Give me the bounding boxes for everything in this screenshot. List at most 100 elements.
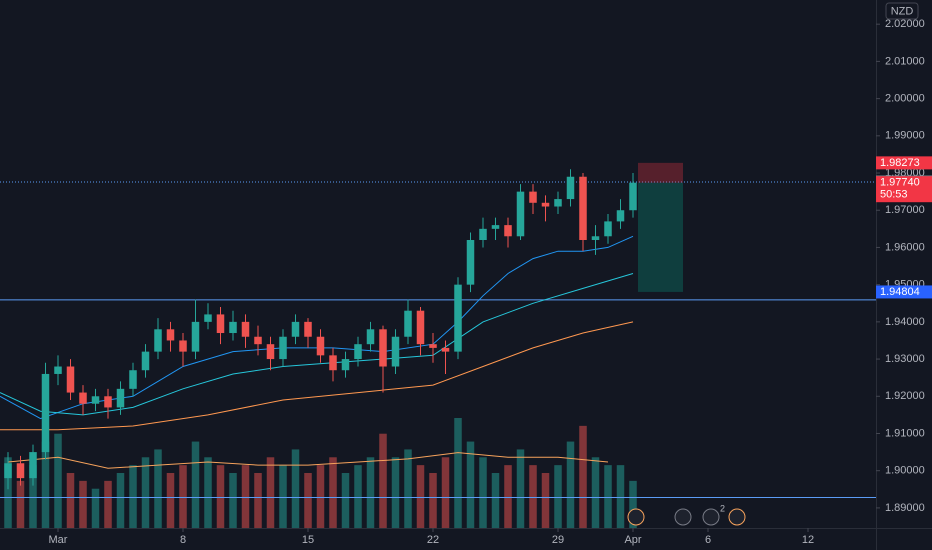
event-count: 2 <box>720 503 725 513</box>
price-label-box <box>876 156 932 170</box>
candle-body <box>454 284 462 352</box>
volume-bar <box>16 480 25 528</box>
y-tick-label: 2.02000 <box>885 18 925 30</box>
volume-bar <box>429 473 437 528</box>
y-tick-label: 1.92000 <box>885 390 925 402</box>
volume-bar <box>591 457 600 528</box>
candle-body <box>491 225 500 229</box>
volume-bar <box>91 488 100 528</box>
volume-bar <box>391 457 400 528</box>
volume-bar <box>204 457 212 528</box>
candle-body <box>329 355 337 371</box>
candle-body <box>554 199 562 207</box>
candle-body <box>304 321 312 337</box>
x-tick-label: Mar <box>49 534 68 546</box>
volume-bar <box>479 457 487 528</box>
candle-body <box>154 329 162 352</box>
moving-average <box>0 321 634 431</box>
volume-bar <box>516 449 525 528</box>
volume-bar <box>329 457 337 528</box>
candle-body <box>441 347 450 352</box>
volume-bar <box>316 465 325 528</box>
volume-bar <box>466 441 475 528</box>
volume-bar <box>291 449 300 528</box>
candle-body <box>391 336 400 367</box>
candle-body <box>241 321 250 337</box>
x-tick-label: 29 <box>552 534 564 546</box>
candle-body <box>129 370 137 389</box>
candle-body <box>566 176 575 200</box>
candle-body <box>341 359 350 371</box>
y-tick-label: 1.97000 <box>885 204 925 216</box>
event-flag[interactable] <box>674 508 692 526</box>
price-label: 1.98273 <box>880 157 920 169</box>
price-label: 1.94804 <box>880 286 920 298</box>
candle-body <box>541 202 550 207</box>
candle-body <box>29 452 37 479</box>
y-tick-label: 1.99000 <box>885 130 925 142</box>
y-tick-label: 1.90000 <box>885 465 925 477</box>
countdown: 50:53 <box>880 189 908 201</box>
volume-bar <box>66 473 75 528</box>
event-flag[interactable] <box>627 508 645 526</box>
candle-body <box>279 336 287 360</box>
price-label: 1.97740 <box>880 177 920 189</box>
volume-bar <box>604 465 612 528</box>
volume-bar <box>129 465 137 528</box>
candle-body <box>229 321 237 334</box>
candle-body <box>629 182 637 211</box>
candle-body <box>54 366 62 374</box>
x-tick-label: 6 <box>705 534 711 546</box>
volume-bar <box>41 441 50 528</box>
volume-bar <box>4 457 12 528</box>
candle-body <box>416 310 425 345</box>
event-flag[interactable] <box>702 508 720 526</box>
volume-bar <box>179 465 187 528</box>
volume-bar <box>529 465 537 528</box>
y-tick-label: 2.01000 <box>885 55 925 67</box>
volume-bar <box>504 465 512 528</box>
volume-bar <box>279 465 287 528</box>
candle-body <box>166 329 175 341</box>
candle-body <box>504 225 512 237</box>
x-tick-label: 15 <box>302 534 314 546</box>
candle-body <box>591 236 600 240</box>
candle-body <box>379 329 387 367</box>
volume-bar <box>616 465 625 528</box>
volume-bar <box>166 473 175 528</box>
candle-body <box>366 329 375 345</box>
volume-bar <box>266 457 275 528</box>
volume-bar <box>254 473 262 528</box>
candle-body <box>179 340 187 352</box>
candle-body <box>354 344 362 360</box>
volume-bar <box>341 473 350 528</box>
position-target-zone <box>638 182 683 292</box>
candle-body <box>16 463 25 479</box>
volume-bar <box>379 433 387 528</box>
candle-body <box>79 392 87 404</box>
volume-bar <box>491 473 500 528</box>
moving-average <box>0 235 634 420</box>
volume-bar <box>366 457 375 528</box>
candle-body <box>479 228 487 240</box>
volume-bar <box>154 449 162 528</box>
candle-body <box>266 344 275 360</box>
candle-body <box>429 344 437 348</box>
price-label-box <box>876 176 932 203</box>
candle-body <box>4 463 12 479</box>
volume-bar <box>191 441 200 528</box>
volume-ma <box>7 452 609 469</box>
event-flags[interactable]: 2 <box>627 503 746 526</box>
candle-body <box>104 396 112 408</box>
x-tick-label: Apr <box>624 534 641 546</box>
event-flag[interactable] <box>728 508 746 526</box>
currency-box[interactable] <box>885 2 919 20</box>
volume-bar <box>554 465 562 528</box>
candle-body <box>466 240 475 285</box>
x-tick-label: 22 <box>427 534 439 546</box>
candle-body <box>316 336 325 356</box>
volume-bar <box>116 473 125 528</box>
candle-body <box>404 310 412 337</box>
